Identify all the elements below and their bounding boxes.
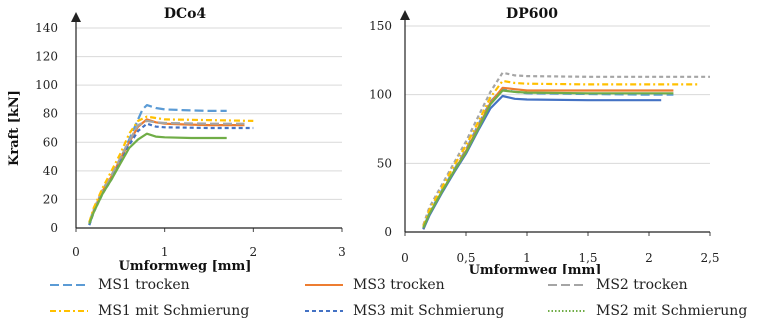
x-axis-label: Umformweg [mm]	[119, 259, 252, 274]
x-tick-label: 1	[161, 245, 169, 259]
series-line-ms2-mit-schmierung	[422, 89, 674, 229]
x-tick-label: 2	[645, 251, 653, 265]
y-tick-label: 80	[43, 107, 58, 121]
legend-item: MS2 trocken	[548, 274, 688, 296]
legend-item: MS3 mit Schmierung	[305, 300, 504, 322]
x-tick-label: 2	[250, 245, 258, 259]
y-tick-label: 150	[369, 19, 392, 33]
y-tick-label: 100	[35, 78, 58, 92]
chart-dc04: 0 20 40 60 80 100 120 140 0 1 2 3 DCo4 Umformweg [mm]…	[7, 6, 346, 274]
chart-title: DP600	[506, 6, 558, 22]
chart-dp600: 0 50 100 150 0 0,5 1 1,5 2 2,5 DP600 Umformweg [mm]	[369, 6, 719, 274]
x-tick-label: 0	[401, 251, 409, 265]
series-line-ms1-mit-schmierung	[88, 115, 254, 223]
y-axis-arrow-icon	[400, 10, 410, 20]
legend-item: MS3 trocken	[305, 274, 445, 296]
legend-swatch	[50, 310, 88, 312]
x-tick-label: 1,5	[578, 251, 597, 265]
y-tick-label: 100	[369, 88, 392, 102]
legend-item: MS2 mit Schmierung	[548, 300, 747, 322]
y-tick-label: 120	[35, 50, 58, 64]
x-tick-label: 3	[338, 245, 346, 259]
series-line-ms2-trocken	[88, 119, 245, 223]
y-tick-label: 0	[384, 225, 392, 239]
y-axis-arrow-icon	[71, 12, 81, 22]
y-axis-label: Kraft [kN]	[7, 90, 22, 166]
legend-swatch	[305, 284, 343, 286]
legend-label: MS3 trocken	[353, 277, 445, 293]
legend-swatch	[548, 310, 586, 312]
legend-swatch	[50, 284, 88, 286]
legend-swatch	[305, 310, 343, 312]
legend-item: MS1 mit Schmierung	[50, 300, 249, 322]
x-tick-label: 1	[523, 251, 531, 265]
legend-label: MS2 mit Schmierung	[596, 303, 748, 319]
series-line-ms2-trocken	[422, 71, 710, 226]
legend-swatch	[548, 284, 586, 286]
y-tick-label: 50	[377, 156, 392, 170]
y-tick-label: 20	[43, 192, 58, 206]
x-tick-label: 2,5	[700, 251, 719, 265]
x-tick-label: 0,5	[456, 251, 475, 265]
series-line-ms2-mit-schmierung	[88, 132, 227, 225]
y-tick-label: 0	[50, 221, 58, 235]
y-tick-label: 60	[43, 135, 58, 149]
legend-label: MS2 trocken	[596, 277, 688, 293]
y-tick-label: 40	[43, 164, 58, 178]
legend: MS1 trocken MS3 trocken MS2 trocken MS1 mit…	[0, 274, 766, 324]
legend-label: MS1 trocken	[98, 277, 190, 293]
chart-title: DCo4	[164, 6, 207, 22]
y-tick-label: 140	[35, 21, 58, 35]
legend-label: MS3 mit Schmierung	[353, 303, 505, 319]
x-axis-label: Umformweg [mm]	[469, 263, 602, 274]
legend-item: MS1 trocken	[50, 274, 190, 296]
series-line-ms1-mit-schmierung	[422, 79, 698, 227]
x-tick-label: 0	[72, 245, 80, 259]
legend-label: MS1 mit Schmierung	[98, 303, 250, 319]
